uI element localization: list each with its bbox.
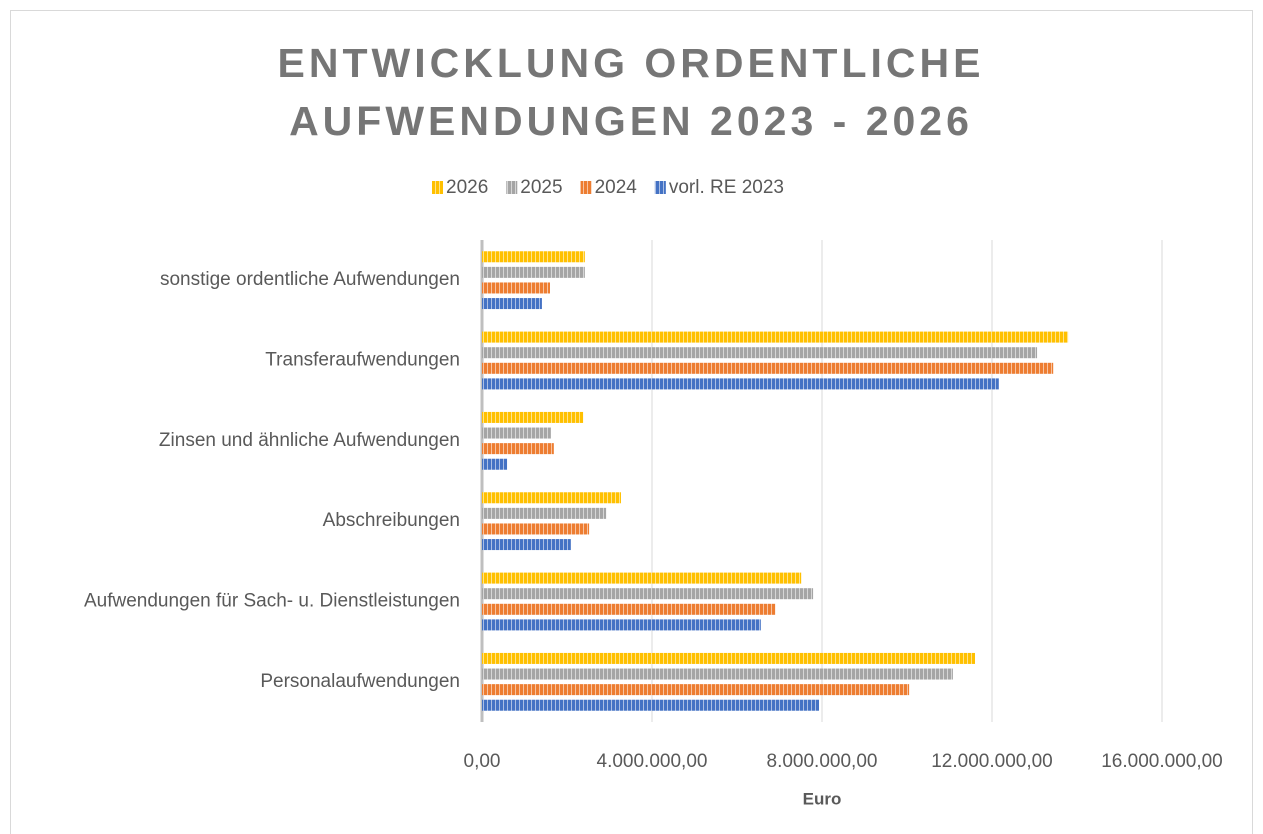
- x-tick-label: 8.000.000,00: [767, 751, 878, 772]
- y-tick-label: sonstige ordentliche Aufwendungen: [160, 269, 460, 290]
- legend-label: vorl. RE 2023: [669, 177, 784, 198]
- y-tick-label: Personalaufwendungen: [260, 671, 460, 692]
- bar: [482, 427, 551, 439]
- bar: [482, 652, 975, 664]
- bar: [482, 523, 590, 535]
- bar: [482, 411, 584, 423]
- bar: [482, 266, 585, 278]
- bar: [482, 619, 761, 631]
- legend-swatch: [654, 181, 666, 194]
- x-tick-label: 0,00: [464, 751, 501, 772]
- x-tick-label: 12.000.000,00: [931, 751, 1053, 772]
- bar: [482, 507, 607, 519]
- bar: [482, 572, 802, 584]
- y-tick-label: Zinsen und ähnliche Aufwendungen: [159, 430, 460, 451]
- bar: [482, 539, 571, 551]
- legend-swatch: [506, 181, 518, 194]
- x-axis-title: Euro: [803, 789, 842, 808]
- bar: [482, 347, 1038, 359]
- legend-label: 2024: [595, 177, 638, 198]
- legend-label: 2025: [520, 177, 562, 198]
- bar: [482, 492, 621, 504]
- bar: [482, 331, 1069, 343]
- bar: [482, 603, 776, 615]
- bar: [482, 282, 550, 294]
- y-tick-label: Aufwendungen für Sach- u. Dienstleistung…: [84, 591, 460, 612]
- bar: [482, 378, 999, 390]
- y-tick-label: Transferaufwendungen: [265, 350, 460, 371]
- bar: [482, 443, 554, 455]
- bar: [482, 684, 910, 696]
- x-tick-label: 16.000.000,00: [1101, 751, 1223, 772]
- bar: [482, 588, 814, 600]
- bar: [482, 458, 508, 470]
- chart-title: ENTWICKLUNG ORDENTLICHE AUFWENDUNGEN 202…: [277, 40, 985, 144]
- bar: [482, 362, 1054, 374]
- bar: [482, 699, 820, 711]
- bar: [482, 251, 585, 263]
- y-tick-label: Abschreibungen: [323, 510, 460, 531]
- legend-label: 2026: [446, 177, 488, 198]
- bar: [482, 668, 953, 680]
- legend-swatch: [432, 181, 443, 194]
- bar: [482, 298, 542, 310]
- legend-swatch: [580, 181, 592, 194]
- x-tick-label: 4.000.000,00: [597, 751, 708, 772]
- chart-border: [10, 10, 1253, 834]
